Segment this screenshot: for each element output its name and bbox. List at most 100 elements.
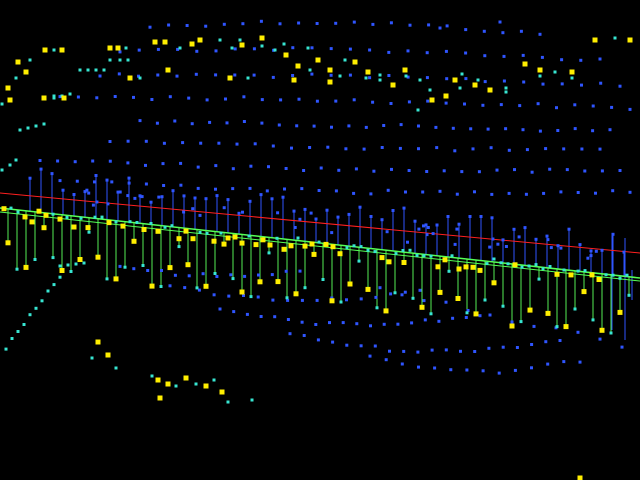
blue-point [98, 74, 102, 78]
yellow-point [61, 95, 67, 101]
blue-point [358, 205, 362, 209]
yellow-point [165, 381, 171, 387]
cyan-point [78, 68, 82, 72]
blue-point [559, 190, 563, 194]
blue-point [382, 322, 386, 326]
yellow-point [401, 260, 407, 265]
blue-point [330, 125, 333, 129]
cyan-point [8, 163, 12, 167]
yellow-point [327, 67, 333, 73]
cyan-point [541, 267, 545, 271]
cyan-point [4, 347, 8, 351]
cyan-point [65, 216, 69, 219]
blue-point [479, 215, 483, 218]
blue-point [138, 119, 142, 123]
blue-point [138, 194, 142, 198]
yellow-point [95, 254, 101, 260]
cyan-point [465, 311, 469, 315]
blue-point [390, 167, 393, 171]
blue-point [521, 128, 525, 132]
yellow-point [512, 262, 518, 268]
cyan-point [422, 254, 426, 258]
blue-point [273, 315, 277, 319]
blue-point [488, 245, 492, 249]
blue-point [345, 298, 348, 302]
blue-point [297, 97, 301, 101]
blue-point [179, 183, 183, 187]
blue-point [179, 161, 183, 165]
blue-point [232, 310, 236, 314]
yellow-point [455, 296, 461, 301]
blue-point [424, 223, 428, 227]
blue-point [438, 26, 442, 30]
blue-point [459, 349, 462, 353]
cyan-point [205, 231, 209, 235]
cyan-point [345, 246, 349, 250]
cyan-point [613, 36, 617, 40]
blue-point [386, 188, 390, 192]
blue-point [464, 316, 468, 319]
cyan-point [15, 267, 19, 271]
yellow-point [311, 251, 317, 257]
cyan-point [492, 257, 496, 261]
blue-point [328, 321, 331, 325]
yellow-point [71, 224, 77, 230]
cyan-point [618, 276, 622, 280]
yellow-point [155, 228, 161, 234]
cyan-point [357, 259, 361, 263]
blue-point [530, 170, 534, 174]
blue-point [541, 82, 545, 86]
cyan-point [429, 312, 433, 316]
yellow-point [309, 241, 315, 247]
blue-point [559, 246, 563, 250]
blue-point [549, 246, 553, 250]
blue-point [241, 210, 244, 214]
blue-point [214, 164, 218, 168]
yellow-point [472, 82, 478, 88]
cyan-point [0, 102, 4, 106]
blue-point [93, 180, 96, 184]
blue-point [431, 232, 435, 236]
blue-point [481, 369, 485, 373]
blue-point [519, 29, 523, 33]
fitted-line-secondary [0, 211, 640, 282]
blue-point [421, 190, 425, 194]
cyan-point [555, 325, 559, 329]
blue-point [316, 338, 320, 342]
cyan-point [534, 263, 538, 267]
cyan-point [58, 264, 62, 268]
blue-point [560, 82, 564, 86]
yellow-point [105, 352, 111, 358]
blue-point [501, 345, 505, 349]
yellow-point [568, 272, 574, 278]
yellow-point [41, 225, 47, 231]
blue-point [417, 227, 421, 231]
blue-point [398, 146, 402, 150]
blue-point [444, 348, 448, 352]
yellow-point [221, 241, 227, 247]
blue-point [83, 190, 87, 194]
blue-point [481, 103, 485, 107]
blue-point [257, 273, 260, 277]
blue-point [442, 169, 446, 173]
blue-point [173, 273, 177, 277]
cyan-point [296, 236, 300, 240]
blue-point [576, 191, 580, 194]
blue-point [278, 22, 282, 26]
blue-point [87, 191, 91, 195]
blue-point [507, 148, 511, 152]
blue-point [611, 232, 615, 236]
blue-point [490, 216, 494, 220]
yellow-point [41, 95, 47, 101]
cyan-point [14, 158, 18, 162]
blue-point [95, 200, 99, 204]
blue-point [72, 193, 76, 196]
blue-point [478, 314, 482, 318]
cyan-point [40, 299, 44, 303]
blue-point [403, 290, 407, 294]
blue-point [378, 286, 382, 290]
blue-point [556, 129, 560, 132]
blue-point [507, 191, 511, 195]
